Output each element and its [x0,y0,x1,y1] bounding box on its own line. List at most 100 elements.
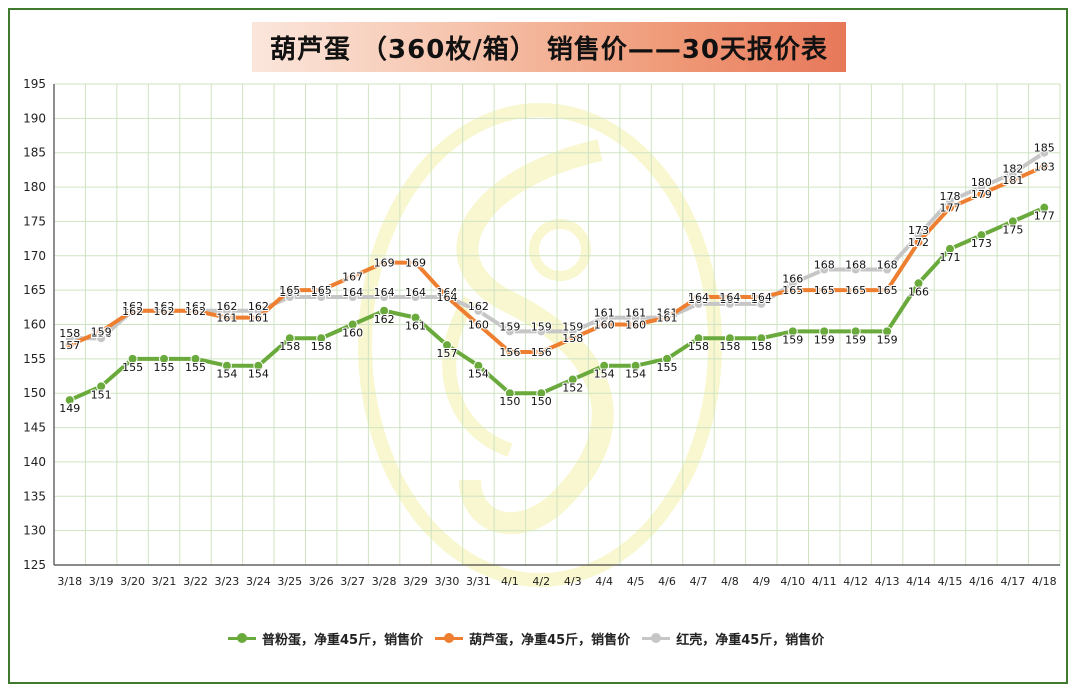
data-point [850,326,861,337]
data-point [913,237,924,248]
data-label: 165 [877,284,898,297]
x-tick-label: 4/8 [721,575,739,588]
y-tick-label: 175 [23,214,46,228]
y-tick-label: 125 [23,558,46,572]
x-tick-label: 4/16 [969,575,994,588]
data-point [787,285,798,296]
data-point [1039,161,1050,172]
data-point [1007,216,1018,227]
data-point [410,292,421,303]
data-label: 155 [657,361,678,374]
data-label: 149 [59,402,80,415]
data-point [536,346,547,357]
series-line-0 [67,205,1047,403]
data-label: 161 [625,307,646,320]
data-label: 161 [405,320,426,333]
chart-title-banner: 葫芦蛋 （360枚/箱） 销售价——30天报价表 [252,22,846,72]
y-tick-label: 130 [23,524,46,538]
data-point [1039,202,1050,213]
data-point [190,305,201,316]
data-point [567,374,578,385]
data-label: 155 [122,361,143,374]
data-label: 164 [342,286,363,299]
data-label: 177 [939,202,960,215]
data-label: 159 [499,320,520,333]
data-point [1039,147,1050,158]
data-label: 161 [657,312,678,325]
data-point [221,360,232,371]
data-label: 171 [939,251,960,264]
legend-label: 红壳，净重45斤，销售价 [676,632,825,648]
data-label: 162 [154,305,175,318]
x-tick-label: 3/28 [372,575,397,588]
data-point [976,230,987,241]
data-point [190,353,201,364]
data-label: 160 [468,319,489,332]
data-label: 164 [374,286,395,299]
legend-item-hongke: 红壳，净重45斤，销售价 [642,629,824,648]
x-tick-label: 4/9 [752,575,770,588]
data-point [819,285,830,296]
data-label: 172 [908,236,929,249]
data-point [127,353,138,364]
data-point [253,312,264,323]
data-label: 158 [719,340,740,353]
data-label: 161 [216,312,237,325]
data-label: 164 [279,286,300,299]
data-label: 162 [122,305,143,318]
data-point [504,346,515,357]
x-tick-label: 3/23 [215,575,240,588]
x-tick-label: 3/20 [120,575,145,588]
data-point [630,360,641,371]
x-tick-label: 3/24 [246,575,271,588]
data-label: 175 [1002,223,1023,236]
data-label: 183 [1034,160,1055,173]
data-label: 158 [688,340,709,353]
data-point [316,285,327,296]
x-tick-label: 4/6 [658,575,676,588]
data-point [159,305,170,316]
data-label: 177 [1034,210,1055,223]
data-point [410,312,421,323]
data-label: 160 [625,319,646,332]
data-point [536,388,547,399]
data-label: 159 [562,320,583,333]
data-point [882,285,893,296]
data-label: 173 [908,224,929,237]
data-label: 164 [688,291,709,304]
data-point [756,292,767,303]
data-point [379,305,390,316]
legend-label: 葫芦蛋，净重45斤，销售价 [469,632,631,648]
data-label: 157 [59,339,80,352]
data-label: 165 [279,284,300,297]
data-label: 164 [436,286,457,299]
data-label: 162 [216,300,237,313]
data-label: 165 [814,284,835,297]
data-point [347,319,358,330]
data-point [693,292,704,303]
data-point [630,319,641,330]
data-point [976,188,987,199]
data-label: 181 [1002,174,1023,187]
data-point [347,271,358,282]
data-point [64,340,75,351]
data-label: 162 [185,305,206,318]
data-label: 154 [594,368,615,381]
data-label: 156 [531,346,552,359]
data-label: 162 [154,300,175,313]
y-tick-label: 150 [23,386,46,400]
x-tick-label: 3/31 [466,575,491,588]
data-label: 162 [185,300,206,313]
data-label: 165 [845,284,866,297]
x-tick-label: 4/2 [532,575,550,588]
data-label: 162 [122,300,143,313]
data-point [96,381,107,392]
data-label: 162 [374,313,395,326]
data-label: 165 [311,284,332,297]
x-tick-label: 4/12 [843,575,868,588]
data-point [850,285,861,296]
x-tick-label: 4/17 [1000,575,1025,588]
data-point [944,243,955,254]
series-line-2 [67,150,1047,341]
